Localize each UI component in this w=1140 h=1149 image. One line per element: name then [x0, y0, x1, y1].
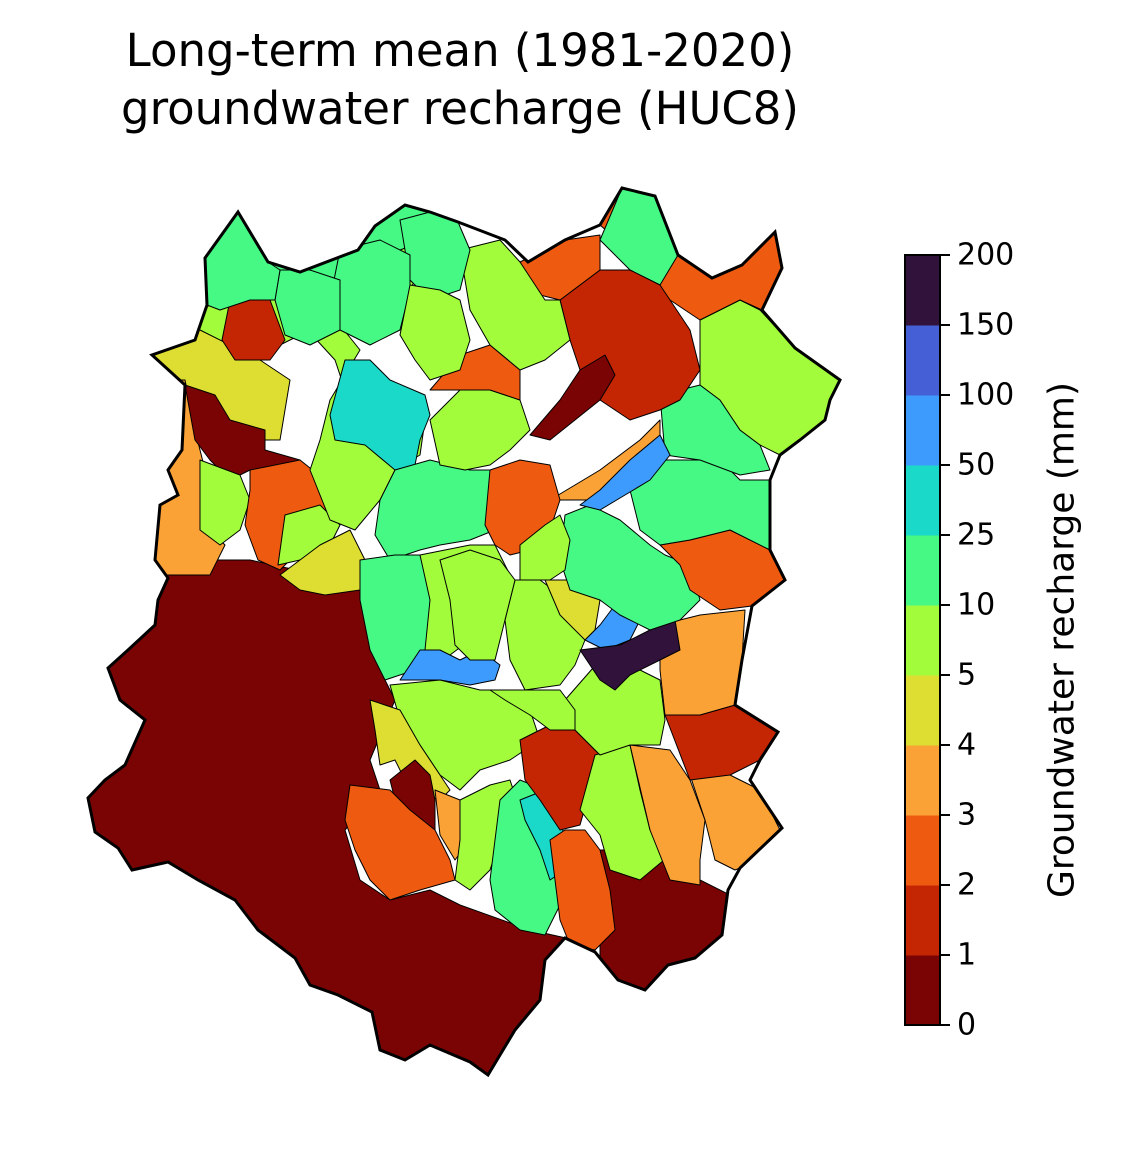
colorbar-tick-label: 5: [957, 658, 976, 693]
colorbar-swatch: [905, 395, 940, 466]
watershed-region: [529, 354, 616, 441]
watershed-region: [429, 389, 531, 471]
colorbar-swatch: [905, 325, 940, 396]
colorbar-label-text: Groundwater recharge (mm): [1041, 381, 1083, 899]
colorbar-tick-label: 3: [957, 798, 976, 833]
colorbar-tick-label: 200: [957, 238, 1014, 273]
watershed-region: [559, 504, 701, 631]
colorbar-tick-label: 25: [957, 518, 995, 553]
colorbar-swatch: [905, 535, 940, 606]
watershed-region: [579, 434, 671, 511]
colorbar-swatch: [905, 255, 940, 326]
watershed-region: [579, 619, 681, 691]
watershed-regions: [88, 188, 840, 1075]
watershed-region: [274, 269, 341, 346]
watershed-region: [439, 549, 516, 661]
watershed-region: [519, 514, 571, 581]
watershed-region: [459, 239, 571, 371]
colorbar-tick-label: 4: [957, 728, 976, 763]
colorbar-tick-label: 1: [957, 938, 976, 973]
colorbar-frame: [904, 254, 941, 1026]
watershed-region: [374, 459, 511, 561]
colorbar-tick-label: 0: [957, 1008, 976, 1043]
study-area-outline: [86, 186, 842, 1078]
map-title-line-2: groundwater recharge (HUC8): [121, 82, 799, 135]
watershed-region: [629, 744, 706, 886]
watershed-region: [344, 784, 456, 901]
colorbar: 0 1 2 3 4 5 10 25 50 100 150 200: [904, 238, 1014, 1043]
colorbar-swatch: [905, 815, 940, 886]
map-title: Long-term mean (1981-2020) groundwater r…: [0, 22, 920, 138]
watershed-region: [199, 459, 251, 546]
watershed-region: [549, 829, 616, 951]
colorbar-swatch: [905, 605, 940, 676]
colorbar-swatch: [905, 745, 940, 816]
colorbar-swatch: [905, 675, 940, 746]
colorbar-tick-label: 10: [957, 588, 995, 623]
watershed-region: [329, 359, 431, 471]
colorbar-swatch: [905, 955, 940, 1026]
colorbar-swatch: [905, 885, 940, 956]
watershed-region: [489, 689, 576, 731]
watershed-region: [399, 284, 471, 381]
map-title-line-1: Long-term mean (1981-2020): [125, 24, 795, 77]
colorbar-tick-label: 100: [957, 378, 1014, 413]
colorbar-swatch: [905, 465, 940, 536]
colorbar-tick-label: 50: [957, 448, 995, 483]
colorbar-tick-label: 150: [957, 308, 1014, 343]
colorbar-tick-label: 2: [957, 868, 976, 903]
